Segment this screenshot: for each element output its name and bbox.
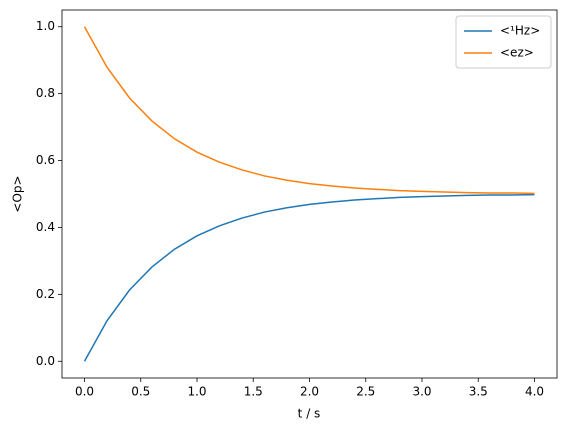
legend-label: <ez> [500, 46, 534, 60]
x-tick-label: 3.0 [412, 385, 431, 399]
y-tick-label: 1.0 [36, 19, 55, 33]
y-tick-label: 0.6 [36, 153, 55, 167]
x-tick-label: 2.5 [356, 385, 375, 399]
y-tick-label: 0.4 [36, 220, 55, 234]
x-tick-label: 2.0 [300, 385, 319, 399]
y-axis-label: <Op> [11, 175, 25, 212]
x-tick-label: 3.5 [469, 385, 488, 399]
line-series [83, 26, 535, 195]
x-tick-label: 0.0 [75, 385, 94, 399]
x-tick-label: 4.0 [525, 385, 544, 399]
x-tick-label: 1.5 [244, 385, 263, 399]
x-tick-label: 0.5 [131, 385, 150, 399]
y-tick-label: 0.8 [36, 86, 55, 100]
y-tick-label: 0.2 [36, 287, 55, 301]
legend-label: <¹Hz> [500, 24, 540, 38]
y-tick-label: 0.0 [36, 354, 55, 368]
x-axis-label: t / s [298, 407, 321, 421]
legend-box [455, 15, 552, 69]
line-series [83, 193, 535, 362]
x-tick-label: 1.0 [187, 385, 206, 399]
